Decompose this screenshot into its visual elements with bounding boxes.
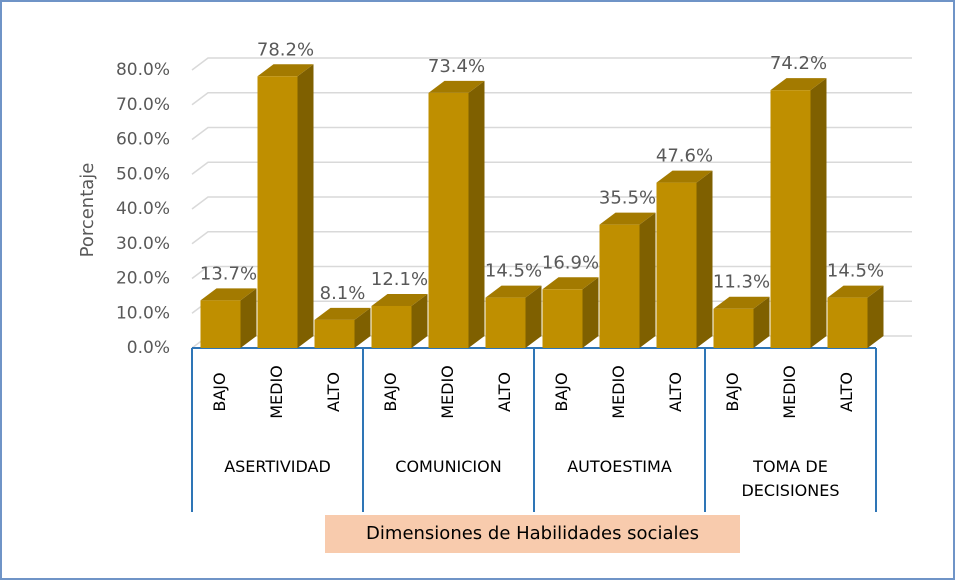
bar-top	[257, 64, 314, 77]
value-label: 12.1%	[371, 269, 428, 290]
value-label: 35.5%	[599, 188, 656, 209]
bar-front	[542, 289, 583, 348]
x-tick-label: ALTO	[495, 372, 514, 412]
bar-front	[713, 308, 754, 348]
bar-front	[656, 182, 697, 348]
bar-front	[770, 90, 811, 348]
value-label: 74.2%	[770, 53, 827, 74]
bar-top	[314, 307, 371, 320]
y-tick-label: 10.0%	[116, 303, 170, 323]
bar-side	[696, 170, 713, 348]
bar	[200, 288, 257, 348]
bar-side	[582, 277, 599, 348]
bar-top	[770, 78, 827, 91]
value-label: 73.4%	[428, 56, 485, 77]
bar-side	[810, 78, 827, 348]
value-label: 47.6%	[656, 146, 713, 167]
value-label: 78.2%	[257, 39, 314, 60]
group-label: ASERTIVIDAD	[224, 457, 331, 476]
bar-front	[257, 76, 298, 348]
x-tick-label: BAJO	[381, 372, 400, 411]
bar	[428, 80, 485, 348]
bar	[713, 296, 770, 348]
y-tick-label: 40.0%	[116, 199, 170, 219]
bar-front	[599, 224, 640, 348]
grid-line	[191, 126, 912, 141]
y-tick-label: 70.0%	[116, 95, 170, 115]
bar	[485, 285, 542, 348]
bar-front	[485, 297, 526, 348]
bar	[257, 64, 314, 348]
bar-front	[428, 92, 469, 348]
grid-line	[191, 57, 912, 71]
bar-side	[468, 80, 485, 348]
bar	[314, 307, 371, 348]
bar	[827, 285, 884, 348]
bar-top	[485, 285, 542, 298]
bar-top	[656, 170, 713, 183]
x-tick-label: ALTO	[324, 372, 343, 412]
y-tick-label: 20.0%	[116, 269, 170, 289]
y-tick-label: 50.0%	[116, 164, 170, 184]
bar-side	[639, 212, 656, 348]
bar	[599, 212, 656, 348]
bar-top	[713, 296, 770, 309]
grid-line	[191, 92, 912, 106]
bar-top	[542, 277, 599, 290]
bar-top	[200, 288, 257, 301]
value-label: 8.1%	[320, 283, 366, 304]
x-axis-title: Dimensiones de Habilidades sociales	[325, 515, 740, 553]
x-tick-label: MEDIO	[780, 365, 799, 419]
y-axis-title: Porcentaje	[77, 163, 98, 258]
value-label: 13.7%	[200, 263, 257, 284]
value-label: 14.5%	[485, 261, 542, 282]
y-tick-label: 30.0%	[116, 234, 170, 254]
bar-front	[314, 319, 355, 348]
bar-front	[371, 305, 412, 348]
bar-top	[428, 80, 485, 93]
bar-front	[827, 297, 868, 348]
y-tick-label: 80.0%	[116, 60, 170, 80]
bar	[542, 277, 599, 348]
bar-side	[411, 293, 428, 348]
value-label: 11.3%	[713, 272, 770, 293]
bar	[371, 293, 428, 348]
value-label: 14.5%	[827, 261, 884, 282]
bar-top	[371, 293, 428, 306]
grid-line	[191, 161, 912, 175]
bar-top	[599, 212, 656, 225]
x-tick-label: ALTO	[666, 372, 685, 412]
bar-side	[240, 288, 257, 348]
bar-side	[867, 285, 884, 348]
x-tick-label: MEDIO	[438, 365, 457, 419]
y-tick-label: 0.0%	[127, 338, 170, 358]
x-tick-label: BAJO	[723, 372, 742, 411]
group-label: AUTOESTIMA	[567, 457, 672, 476]
x-tick-label: MEDIO	[267, 365, 286, 419]
value-label: 16.9%	[542, 252, 599, 273]
x-tick-label: ALTO	[837, 372, 856, 412]
bar-side	[297, 64, 314, 348]
y-tick-label: 60.0%	[116, 130, 170, 150]
bar-side	[753, 296, 770, 348]
bar-front	[200, 300, 241, 348]
bar-side	[525, 285, 542, 348]
group-label: COMUNICION	[395, 457, 502, 476]
x-tick-label: BAJO	[552, 372, 571, 411]
group-label: TOMA DE DECISIONES	[741, 457, 840, 500]
bar-side	[354, 307, 371, 348]
bar	[770, 78, 827, 348]
bar-top	[827, 285, 884, 298]
bar	[656, 170, 713, 348]
x-tick-label: MEDIO	[609, 365, 628, 419]
x-tick-label: BAJO	[210, 372, 229, 411]
